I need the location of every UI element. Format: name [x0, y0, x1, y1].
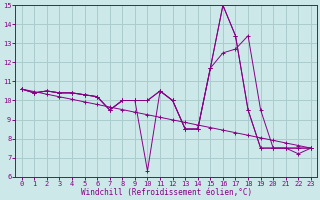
- X-axis label: Windchill (Refroidissement éolien,°C): Windchill (Refroidissement éolien,°C): [81, 188, 252, 197]
